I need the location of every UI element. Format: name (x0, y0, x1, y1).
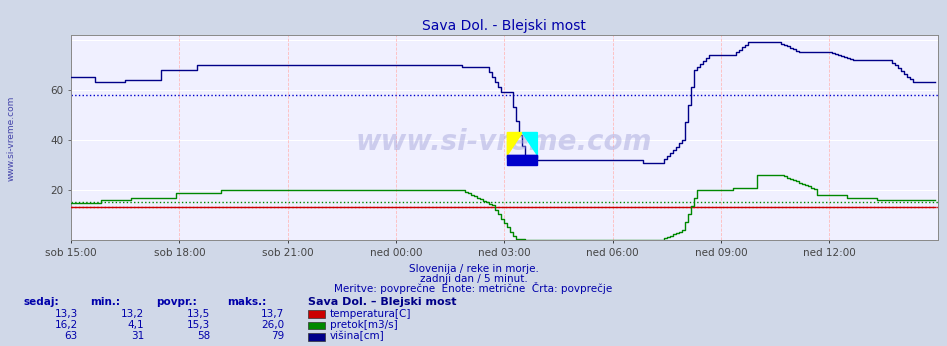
Text: 16,2: 16,2 (54, 320, 78, 330)
Text: 63: 63 (64, 331, 78, 342)
Text: 26,0: 26,0 (261, 320, 284, 330)
Text: Meritve: povprečne  Enote: metrične  Črta: povprečje: Meritve: povprečne Enote: metrične Črta:… (334, 282, 613, 294)
Text: 15,3: 15,3 (187, 320, 210, 330)
Text: 58: 58 (197, 331, 210, 342)
Text: sedaj:: sedaj: (24, 297, 60, 307)
Text: povpr.:: povpr.: (156, 297, 197, 307)
Polygon shape (508, 155, 537, 158)
Text: temperatura[C]: temperatura[C] (330, 309, 411, 319)
Text: Sava Dol. – Blejski most: Sava Dol. – Blejski most (308, 297, 456, 307)
Text: www.si-vreme.com: www.si-vreme.com (356, 128, 652, 156)
Text: Slovenija / reke in morje.: Slovenija / reke in morje. (408, 264, 539, 274)
Text: 13,7: 13,7 (260, 309, 284, 319)
Text: pretok[m3/s]: pretok[m3/s] (330, 320, 398, 330)
Polygon shape (508, 155, 537, 165)
Polygon shape (508, 133, 523, 155)
Text: 13,5: 13,5 (187, 309, 210, 319)
Text: 13,2: 13,2 (120, 309, 144, 319)
Text: zadnji dan / 5 minut.: zadnji dan / 5 minut. (420, 274, 527, 284)
Text: maks.:: maks.: (227, 297, 266, 307)
Text: min.:: min.: (90, 297, 120, 307)
Text: višina[cm]: višina[cm] (330, 331, 384, 342)
Text: 79: 79 (271, 331, 284, 342)
Text: 4,1: 4,1 (127, 320, 144, 330)
Title: Sava Dol. - Blejski most: Sava Dol. - Blejski most (422, 19, 586, 34)
Text: 31: 31 (131, 331, 144, 342)
Text: www.si-vreme.com: www.si-vreme.com (7, 96, 16, 181)
Text: 13,3: 13,3 (54, 309, 78, 319)
Polygon shape (523, 133, 537, 155)
